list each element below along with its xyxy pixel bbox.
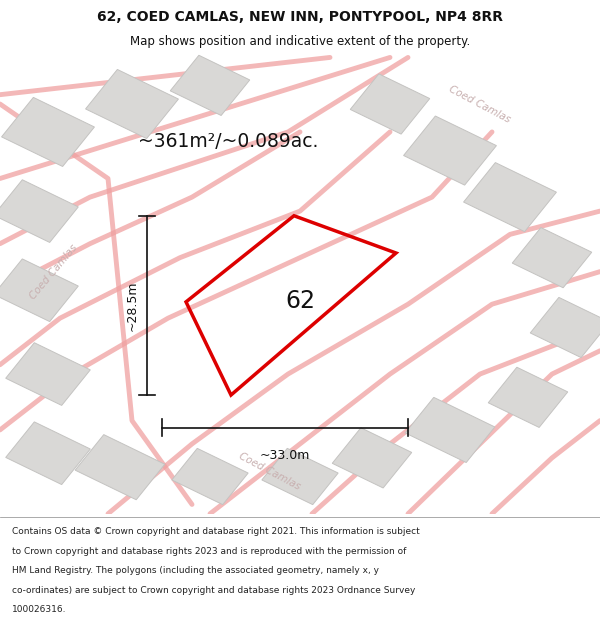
Polygon shape: [6, 342, 90, 406]
Polygon shape: [0, 180, 78, 243]
Polygon shape: [0, 259, 78, 322]
Polygon shape: [488, 368, 568, 428]
Text: co-ordinates) are subject to Crown copyright and database rights 2023 Ordnance S: co-ordinates) are subject to Crown copyr…: [12, 586, 415, 594]
Text: 62, COED CAMLAS, NEW INN, PONTYPOOL, NP4 8RR: 62, COED CAMLAS, NEW INN, PONTYPOOL, NP4…: [97, 9, 503, 24]
Polygon shape: [512, 228, 592, 288]
Text: Coed Camlas: Coed Camlas: [238, 451, 302, 493]
Polygon shape: [350, 74, 430, 134]
Text: Contains OS data © Crown copyright and database right 2021. This information is : Contains OS data © Crown copyright and d…: [12, 527, 420, 536]
Polygon shape: [86, 69, 178, 139]
Text: 62: 62: [286, 289, 316, 312]
Polygon shape: [262, 448, 338, 504]
Polygon shape: [170, 55, 250, 116]
Polygon shape: [405, 398, 495, 462]
Polygon shape: [464, 162, 556, 232]
Text: 100026316.: 100026316.: [12, 605, 67, 614]
Text: ~28.5m: ~28.5m: [125, 280, 139, 331]
Polygon shape: [172, 448, 248, 504]
Polygon shape: [75, 434, 165, 500]
Text: Map shows position and indicative extent of the property.: Map shows position and indicative extent…: [130, 34, 470, 48]
Text: HM Land Registry. The polygons (including the associated geometry, namely x, y: HM Land Registry. The polygons (includin…: [12, 566, 379, 575]
Text: Coed Camlas: Coed Camlas: [448, 84, 512, 124]
Text: ~33.0m: ~33.0m: [260, 449, 310, 461]
Text: to Crown copyright and database rights 2023 and is reproduced with the permissio: to Crown copyright and database rights 2…: [12, 547, 406, 556]
Polygon shape: [332, 428, 412, 488]
Polygon shape: [2, 98, 94, 166]
Polygon shape: [404, 116, 496, 185]
Text: ~361m²/~0.089ac.: ~361m²/~0.089ac.: [138, 132, 318, 151]
Polygon shape: [530, 298, 600, 358]
Polygon shape: [6, 422, 90, 484]
Text: Coed Camlas: Coed Camlas: [28, 242, 80, 301]
